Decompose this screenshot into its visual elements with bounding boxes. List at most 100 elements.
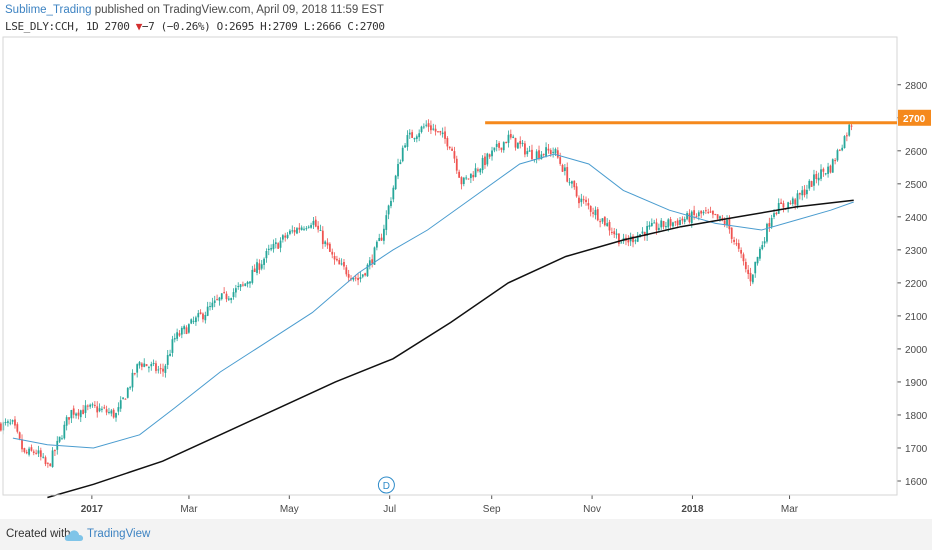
- candle-body: [813, 174, 815, 186]
- candle-body: [359, 277, 362, 279]
- candle-body: [307, 226, 310, 228]
- candle-body: [286, 234, 289, 238]
- candle-body: [451, 148, 453, 151]
- y-tick-label: 2200: [905, 279, 928, 290]
- candle-body: [267, 248, 270, 250]
- candle-body: [46, 462, 49, 464]
- candle-body: [7, 421, 9, 423]
- candle-body: [44, 457, 47, 465]
- candle-body: [143, 363, 146, 367]
- candle-body: [488, 154, 491, 157]
- time-axis[interactable]: 2017 Mar May Jul Sep Nov 2018 Mar: [3, 494, 897, 515]
- candle-body: [665, 226, 667, 228]
- candle-body: [751, 274, 754, 283]
- candle-body: [704, 210, 707, 212]
- candle-body: [234, 288, 237, 293]
- candle-body: [578, 197, 580, 204]
- candle-body: [613, 231, 616, 235]
- y-tick-label: 2300: [905, 246, 928, 257]
- candle-body: [542, 153, 545, 155]
- candle-body: [345, 267, 348, 275]
- candle-body: [714, 213, 717, 215]
- candle-body: [79, 410, 82, 418]
- candle-body: [16, 424, 19, 432]
- candle-body: [380, 237, 383, 241]
- candle-body: [681, 218, 684, 221]
- candle-body: [458, 171, 461, 178]
- candle-body: [430, 125, 432, 131]
- candle-body: [566, 167, 569, 182]
- candle-body: [368, 260, 371, 266]
- candle-body: [502, 142, 505, 151]
- candle-body: [615, 233, 618, 235]
- candle-body: [65, 417, 68, 426]
- candle-body: [585, 199, 587, 203]
- chart-header-ohlc: LSE_DLY:CCH, 1D 2700 ▼−7 (−0.26%) O:2695…: [5, 20, 385, 33]
- candle-body: [662, 221, 665, 227]
- moving-average-lines: [12, 153, 854, 499]
- candle-body: [197, 313, 200, 318]
- candle-body: [117, 407, 120, 412]
- candle-body: [406, 135, 409, 147]
- candle-body: [810, 181, 813, 187]
- candle-body: [742, 254, 745, 262]
- candle-body: [225, 293, 228, 300]
- candle-body: [610, 231, 613, 233]
- candle-body: [108, 411, 110, 413]
- candle-body: [352, 278, 355, 280]
- candle-body: [561, 164, 564, 172]
- candle-body: [761, 244, 764, 250]
- candle-body: [479, 168, 482, 173]
- candle-body: [505, 142, 508, 144]
- candle-body: [178, 333, 181, 336]
- candle-body: [321, 230, 324, 245]
- candle-body: [265, 251, 268, 259]
- dividend-marker-icon[interactable]: [377, 476, 395, 494]
- candle-body: [218, 297, 221, 301]
- candle-body: [119, 400, 122, 409]
- tradingview-cloud-icon[interactable]: [64, 529, 84, 542]
- tradingview-brand[interactable]: TradingView: [87, 528, 151, 540]
- candle-body: [392, 187, 395, 200]
- candle-body: [643, 231, 646, 236]
- candle-body: [159, 368, 162, 370]
- candle-body: [404, 145, 406, 148]
- y-tick-label: 2400: [905, 213, 928, 224]
- candle-body: [618, 233, 620, 244]
- candle-body: [791, 198, 794, 204]
- candle-body: [336, 258, 338, 261]
- candle-body: [291, 230, 294, 232]
- candle-body: [444, 131, 446, 139]
- candle-body: [249, 281, 251, 284]
- change-text: −7 (−0.26%): [141, 20, 211, 33]
- candle-body: [481, 157, 484, 171]
- candle-body: [303, 228, 305, 230]
- author-link[interactable]: Sublime_Trading: [5, 4, 92, 16]
- candle-body: [796, 193, 799, 206]
- down-arrow-icon: ▼: [135, 20, 143, 33]
- candle-body: [176, 332, 179, 339]
- candle-body: [486, 153, 489, 165]
- candle-body: [606, 223, 609, 226]
- candle-body: [509, 133, 512, 138]
- candle-body: [514, 137, 517, 148]
- candle-body: [667, 219, 670, 228]
- candle-body: [528, 150, 531, 152]
- candle-body: [63, 424, 66, 439]
- candle-body: [124, 398, 127, 400]
- candle-body: [390, 200, 392, 207]
- candle-body: [185, 327, 188, 334]
- candle-body: [89, 404, 92, 407]
- candle-body: [462, 177, 465, 185]
- candle-body: [773, 213, 775, 217]
- candle-body: [11, 420, 14, 422]
- candle-body: [126, 388, 129, 398]
- candle-body: [258, 263, 261, 270]
- candle-body: [455, 158, 458, 171]
- candle-body: [237, 286, 240, 288]
- candle-body: [845, 135, 848, 137]
- candle-body: [712, 210, 714, 215]
- price-axis[interactable]: 1600 1700 1800 1900 2000 2100 2200 2300 2400 2500…: [896, 37, 928, 495]
- candle-body: [326, 242, 329, 246]
- price-chart[interactable]: 1600 1700 1800 1900 2000 2100 2200 2300 2400 2500…: [0, 0, 932, 519]
